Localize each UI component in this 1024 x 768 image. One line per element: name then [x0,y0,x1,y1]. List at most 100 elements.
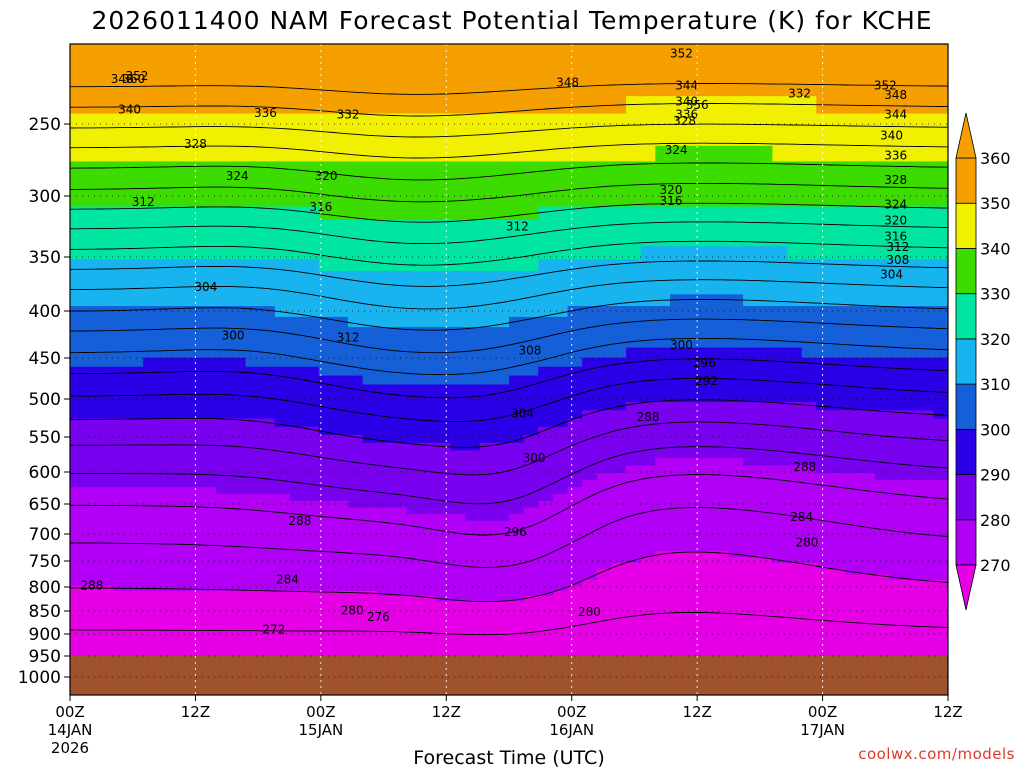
field-cell [99,418,115,428]
field-cell [143,366,159,377]
field-cell [128,621,144,628]
field-cell [304,631,320,638]
field-cell [128,206,144,221]
field-cell [933,219,948,234]
field-cell [655,61,671,80]
field-cell [421,384,437,394]
field-cell [230,557,247,564]
field-cell [757,621,773,628]
field-cell [494,375,510,386]
field-cell [84,418,100,428]
field-cell [904,384,920,394]
field-cell [874,282,891,295]
field-cell [230,232,247,247]
field-cell [640,631,656,638]
field-cell [435,384,452,394]
field-cell [143,316,159,328]
field-cell [801,282,817,295]
field-cell [509,259,525,272]
field-cell [465,551,481,558]
field-cell [201,616,217,623]
field-cell [509,337,525,349]
field-cell [874,366,891,377]
field-cell [70,61,86,80]
field-cell [538,130,554,147]
field-cell [787,486,803,495]
field-cell [406,327,422,338]
field-cell [128,527,144,535]
field-cell [494,435,510,444]
field-cell [787,539,803,547]
field-cell [391,539,408,547]
field-cell [333,130,349,147]
field-cell [611,557,627,564]
field-cell [684,206,700,221]
field-cell [172,306,188,318]
field-cell [772,626,788,633]
field-cell [830,557,847,564]
field-cell [172,177,188,194]
field-cell [669,270,686,284]
field-cell [494,606,510,613]
field-cell [596,646,613,652]
field-cell [479,641,495,647]
field-cell [596,557,613,564]
field-cell [304,44,320,62]
y-tick-label: 650 [29,495,61,515]
field-cell [640,520,656,528]
field-cell [157,500,174,509]
field-cell [494,61,510,80]
field-cell [465,375,481,386]
field-cell [918,130,934,147]
field-cell [538,375,554,386]
field-cell [465,616,481,623]
field-cell [84,294,100,307]
field-cell [933,316,948,328]
field-cell [70,410,86,420]
field-cell [509,366,525,377]
field-cell [743,458,759,467]
field-cell [640,246,656,260]
field-cell [187,450,203,459]
field-cell [157,78,174,97]
field-cell [333,557,349,564]
field-cell [596,366,613,377]
field-cell [245,161,261,178]
field-cell [918,316,934,328]
field-cell [523,493,539,502]
field-cell [830,493,847,502]
field-cell [465,161,481,178]
field-cell [538,61,554,80]
field-cell [289,650,305,657]
field-cell [567,568,583,575]
field-cell [245,621,261,628]
field-cell [523,393,539,403]
field-cell [889,533,905,541]
field-cell [523,145,539,163]
field-cell [172,507,188,515]
field-cell [99,557,115,564]
field-cell [640,574,656,581]
field-cell [333,418,349,428]
field-cell [552,270,569,284]
field-cell [626,473,642,481]
field-cell [538,282,554,295]
field-cell [596,611,613,618]
field-cell [216,579,232,587]
field-cell [333,486,349,495]
field-cell [362,636,378,642]
field-cell [889,450,905,459]
field-cell [333,545,349,552]
contour-label-text: 320 [660,183,683,197]
field-cell [743,337,759,349]
field-cell [523,646,539,652]
field-cell [787,626,803,633]
field-cell [743,61,759,80]
field-cell [669,177,686,194]
field-cell [889,410,905,420]
field-cell [845,458,861,467]
field-cell [596,282,613,295]
field-cell [84,626,100,633]
field-cell [362,500,378,509]
field-cell [391,486,408,495]
